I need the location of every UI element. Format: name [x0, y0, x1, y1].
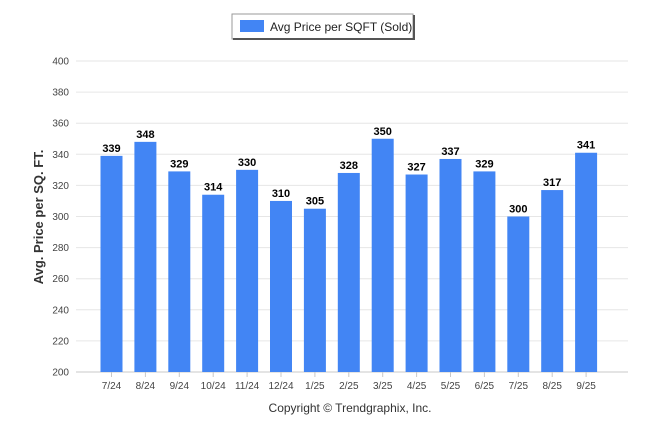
x-tick-label: 7/24 — [102, 381, 122, 392]
x-tick-label: 8/24 — [136, 381, 156, 392]
data-label: 310 — [272, 188, 290, 200]
x-tick-label: 11/24 — [235, 381, 260, 392]
x-tick-label: 9/24 — [170, 381, 190, 392]
x-tick-label: 7/25 — [509, 381, 529, 392]
bar[interactable] — [202, 194, 225, 372]
legend-border-shadow-right — [413, 15, 415, 40]
x-tick-label: 10/24 — [201, 381, 226, 392]
legend-swatch — [240, 20, 264, 32]
x-axis-ticks: 7/24 8/24 9/24 10/24 11/24 12/24 1/25 2/25 3/25 4… — [102, 372, 596, 392]
data-label: 330 — [238, 157, 256, 169]
bar[interactable] — [236, 169, 259, 372]
y-tick-label: 200 — [52, 368, 69, 379]
x-tick-label: 9/25 — [576, 381, 596, 392]
copyright-credit: Copyright © Trendgraphix, Inc. — [269, 401, 432, 415]
legend-label: Avg Price per SQFT (Sold) — [270, 20, 412, 34]
data-label: 350 — [374, 126, 392, 138]
y-tick-label: 340 — [52, 150, 69, 161]
bar[interactable] — [541, 190, 564, 372]
x-tick-label: 6/25 — [475, 381, 495, 392]
data-label: 317 — [543, 177, 561, 189]
bar[interactable] — [134, 141, 157, 372]
y-axis-title: Avg. Price per SQ. FT. — [31, 150, 46, 285]
x-tick-label: 5/25 — [441, 381, 461, 392]
bar[interactable] — [439, 158, 462, 372]
x-tick-label: 12/24 — [268, 381, 293, 392]
x-tick-label: 3/25 — [373, 381, 393, 392]
data-labels: 339 348 329 314 330 310 305 328 350 327 337 329 300 3… — [102, 126, 595, 216]
legend[interactable]: Avg Price per SQFT (Sold) — [231, 13, 415, 40]
y-tick-label: 360 — [52, 119, 69, 130]
x-tick-label: 2/25 — [339, 381, 359, 392]
legend-border-shadow — [233, 38, 414, 40]
y-axis-ticks: 200 220 240 260 280 300 320 340 360 380 400 — [52, 57, 69, 379]
x-tick-label: 1/25 — [305, 381, 325, 392]
bar[interactable] — [473, 171, 496, 372]
y-tick-label: 300 — [52, 212, 69, 223]
y-tick-label: 400 — [52, 57, 69, 68]
data-label: 314 — [204, 182, 223, 194]
data-label: 341 — [577, 140, 595, 152]
data-label: 327 — [407, 162, 425, 174]
bar[interactable] — [168, 171, 191, 372]
data-label: 339 — [102, 143, 120, 155]
y-tick-label: 220 — [52, 336, 69, 347]
data-label: 328 — [340, 160, 358, 172]
x-tick-label: 8/25 — [542, 381, 562, 392]
y-tick-label: 320 — [52, 181, 69, 192]
bar[interactable] — [100, 155, 123, 372]
bar[interactable] — [270, 200, 292, 372]
bar[interactable] — [337, 172, 360, 372]
data-label: 300 — [509, 204, 527, 216]
data-label: 305 — [306, 196, 324, 208]
y-tick-label: 380 — [52, 88, 69, 99]
y-tick-label: 280 — [52, 243, 69, 254]
data-label: 329 — [170, 158, 188, 170]
bars — [100, 138, 598, 373]
data-label: 329 — [475, 158, 493, 170]
bar[interactable] — [507, 216, 530, 373]
data-label: 348 — [136, 129, 154, 141]
data-label: 337 — [441, 146, 459, 158]
x-tick-label: 4/25 — [407, 381, 427, 392]
bar[interactable] — [575, 152, 598, 372]
y-tick-label: 240 — [52, 305, 69, 316]
bar[interactable] — [405, 174, 428, 372]
bar[interactable] — [371, 138, 394, 372]
bar[interactable] — [303, 208, 326, 372]
y-tick-label: 260 — [52, 274, 69, 285]
